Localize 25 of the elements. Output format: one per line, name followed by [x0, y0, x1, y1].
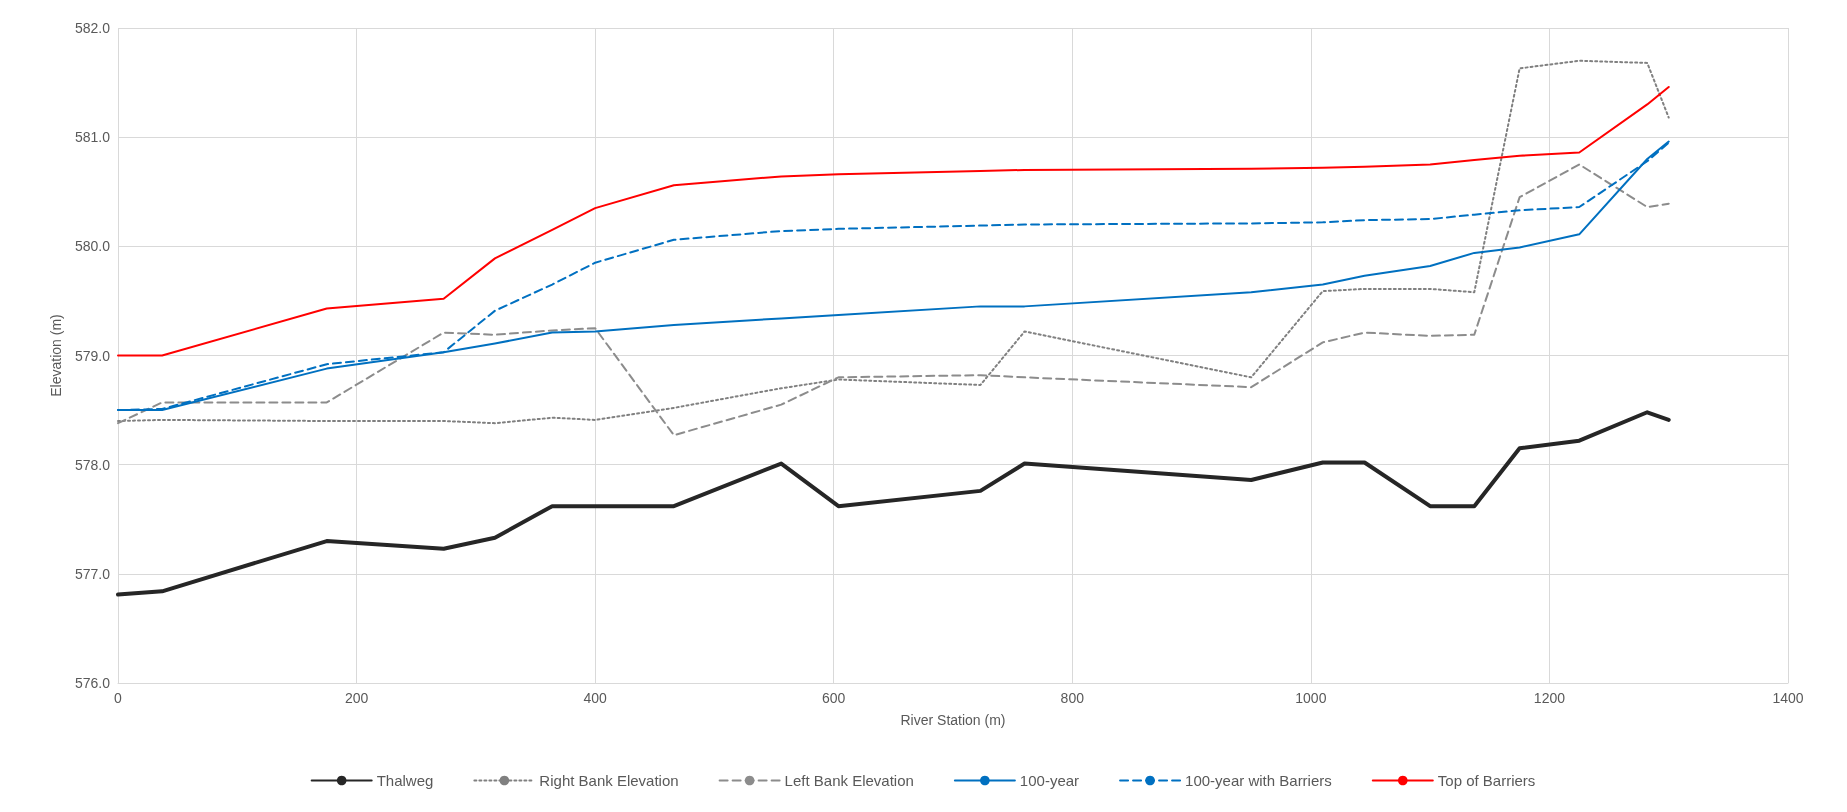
x-tick-label: 0: [114, 690, 123, 706]
y-axis-title: Elevation (m): [48, 314, 64, 397]
x-axis-title: River Station (m): [900, 712, 1006, 728]
legend-label: 100-year with Barriers: [1185, 772, 1332, 789]
x-tick-label: 1400: [1772, 690, 1804, 706]
x-tick-label: 400: [583, 690, 608, 706]
y-tick-label: 579.0: [74, 347, 111, 364]
x-tick-label: 1200: [1533, 690, 1566, 706]
y-tick-label: 582.0: [74, 20, 111, 36]
y-tick-label: 577.0: [74, 565, 111, 582]
y-tick-label: 576.0: [74, 675, 111, 691]
legend-label: Thalweg: [376, 772, 434, 789]
legend-label: Right Bank Elevation: [539, 772, 679, 789]
legend-label: Top of Barriers: [1437, 772, 1536, 789]
line-series: [116, 410, 1671, 597]
y-tick-label: 581.0: [74, 129, 111, 146]
x-tick-label: 800: [1060, 690, 1085, 706]
x-tick-label: 600: [822, 690, 846, 706]
y-tick-label: 580.0: [74, 238, 111, 255]
x-tick-label: 1000: [1295, 690, 1327, 706]
legend-label: 100-year: [1019, 772, 1080, 789]
line-series: [117, 85, 1670, 357]
legend-label: Left Bank Elevation: [784, 772, 914, 789]
y-tick-label: 578.0: [74, 456, 111, 473]
x-tick-label: 200: [344, 690, 369, 706]
